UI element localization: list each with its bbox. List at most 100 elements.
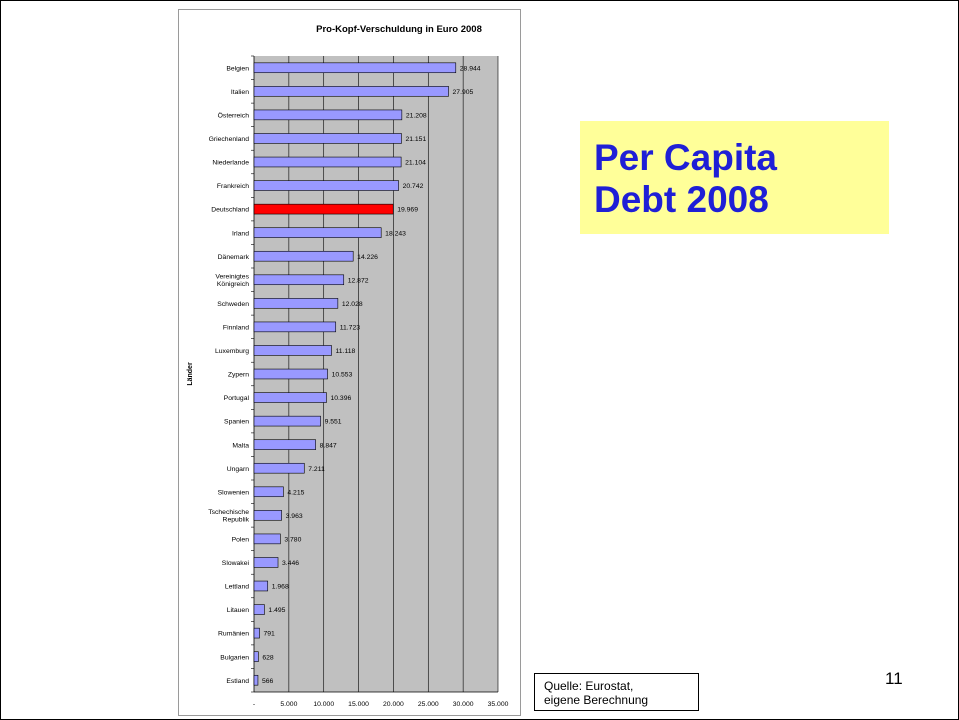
x-tick-label: 30.000	[453, 701, 474, 708]
slide-title-line2: Debt 2008	[594, 179, 769, 220]
bar	[253, 203, 394, 215]
x-tick-label: 25.000	[418, 701, 439, 708]
bar	[253, 486, 284, 498]
category-label: Rumänien	[218, 631, 249, 638]
category-label: Dänemark	[218, 254, 250, 261]
slide-title-line1: Per Capita	[594, 137, 778, 178]
bar	[253, 156, 402, 168]
category-label: Polen	[232, 536, 250, 543]
value-label: 21.151	[405, 136, 426, 143]
category-label: Deutschland	[211, 207, 249, 214]
bar	[253, 533, 281, 545]
value-label: 3.963	[286, 513, 303, 520]
bar	[253, 133, 402, 144]
source-line2: eigene Berechnung	[544, 693, 649, 707]
value-label: 4.215	[287, 489, 304, 496]
x-tick-label: 10.000	[313, 701, 334, 708]
bar	[253, 321, 337, 333]
bar	[253, 368, 328, 380]
category-label: Luxemburg	[215, 348, 249, 355]
category-label: Schweden	[217, 301, 249, 308]
category-label: Spanien	[224, 419, 249, 426]
category-label: Estland	[226, 678, 249, 685]
bar	[253, 250, 354, 262]
bar	[253, 109, 403, 121]
value-label: 566	[262, 678, 274, 685]
category-label: Lettland	[225, 584, 249, 591]
y-axis-label: Länder	[187, 362, 194, 386]
category-label: Portugal	[224, 395, 250, 402]
bar	[253, 439, 316, 450]
value-label: 3.446	[282, 560, 299, 567]
value-label: 11.118	[336, 348, 356, 355]
bar	[253, 462, 305, 474]
category-label: Griechenland	[209, 136, 250, 143]
category-label: Niederlande	[212, 160, 249, 167]
value-label: 8.847	[320, 442, 337, 449]
x-tick-label: -	[253, 701, 255, 708]
bar	[253, 227, 382, 238]
value-label: 20.742	[403, 183, 424, 190]
category-label: Slowenien	[218, 489, 250, 496]
category-label: Irland	[232, 230, 249, 237]
value-label: 14.226	[357, 254, 378, 261]
value-label: 10.396	[330, 395, 351, 402]
value-label: 10.553	[332, 372, 353, 379]
bar	[253, 415, 321, 427]
bar	[253, 298, 339, 309]
bar	[253, 86, 449, 97]
bar	[253, 651, 259, 662]
value-label: 19.969	[397, 207, 418, 214]
bar	[253, 580, 269, 592]
x-tick-label: 15.000	[348, 701, 369, 708]
bar	[253, 627, 260, 639]
category-label: Slowakei	[222, 560, 250, 567]
value-label: 12.872	[348, 277, 369, 284]
source-box: Quelle: Eurostat, eigene Berechnung	[534, 673, 699, 711]
slide-title-box: Per Capita Debt 2008	[580, 121, 889, 234]
category-label: Finnland	[223, 324, 249, 331]
x-tick-label: 35.000	[488, 701, 509, 708]
category-label: Malta	[232, 442, 249, 449]
value-label: 3.780	[284, 536, 301, 543]
value-label: 11.723	[340, 324, 361, 331]
value-label: 628	[262, 654, 274, 661]
bar	[253, 510, 282, 521]
bar	[253, 604, 265, 615]
value-label: 27.905	[453, 89, 474, 96]
bar	[253, 62, 457, 74]
category-label: Belgien	[226, 65, 249, 72]
category-label: Italien	[231, 89, 249, 96]
page-number: 11	[885, 669, 903, 688]
value-label: 28.944	[460, 65, 481, 72]
category-label: Ungarn	[227, 466, 250, 473]
value-label: 7.211	[308, 466, 325, 473]
x-tick-label: 20.000	[383, 701, 404, 708]
value-label: 21.104	[405, 160, 426, 167]
category-label: Zypern	[228, 372, 249, 379]
bar	[253, 392, 327, 403]
bar	[253, 180, 399, 191]
value-label: 9.551	[325, 419, 342, 426]
bar	[253, 557, 279, 568]
category-label: Vereinigtes Königreich	[215, 274, 249, 289]
category-label: Österreich	[218, 111, 250, 119]
chart-frame: Pro-Kopf-Verschuldung in Euro 2008 Belgie…	[178, 9, 521, 716]
value-label: 1.968	[272, 584, 289, 591]
category-label: Frankreich	[217, 183, 249, 190]
value-label: 12.028	[342, 301, 363, 308]
chart-title: Pro-Kopf-Verschuldung in Euro 2008	[316, 24, 482, 35]
category-label: Tschechische Republik	[208, 509, 249, 524]
bar	[253, 345, 332, 356]
bar	[253, 674, 259, 686]
x-tick-label: 5.000	[280, 701, 297, 708]
value-label: 18.243	[385, 230, 406, 237]
bar	[253, 274, 345, 286]
value-label: 791	[264, 631, 276, 638]
value-label: 21.208	[406, 112, 427, 119]
value-label: 1.495	[268, 607, 285, 614]
category-label: Litauen	[227, 607, 250, 614]
category-label: Bulgarien	[220, 654, 249, 661]
source-line1: Quelle: Eurostat,	[544, 679, 634, 693]
